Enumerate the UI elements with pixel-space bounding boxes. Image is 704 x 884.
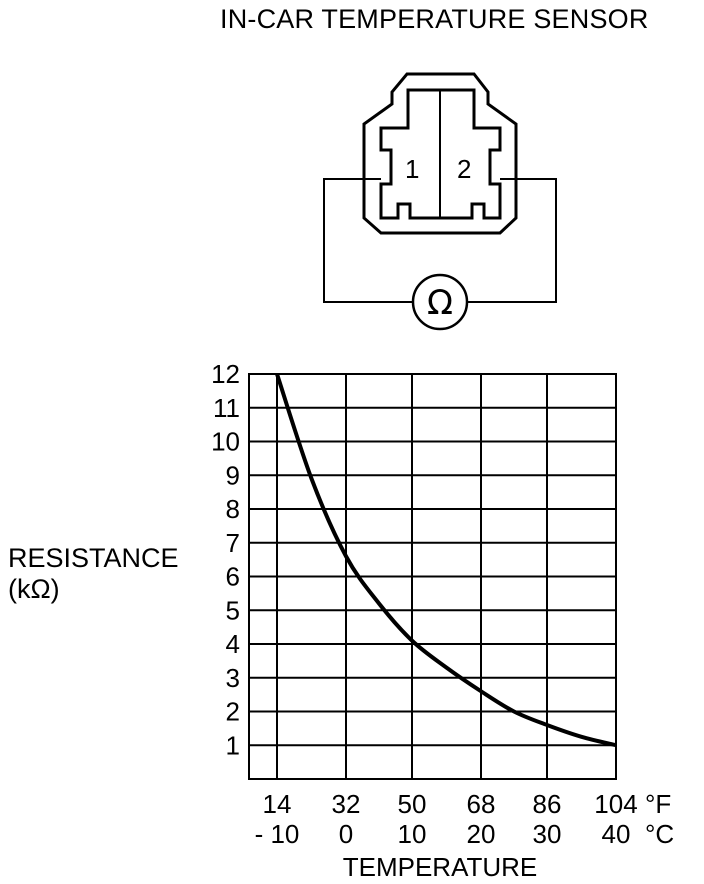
- x-tick-label-f: 86: [533, 789, 562, 819]
- y-tick-label: 8: [226, 494, 240, 524]
- meter-wire-left: [323, 178, 413, 303]
- y-axis-title: RESISTANCE (kΩ): [8, 543, 179, 605]
- y-tick-label: 3: [226, 663, 240, 693]
- y-tick-label: 7: [226, 528, 240, 558]
- x-tick-label-f: 32: [332, 789, 361, 819]
- y-tick-label: 4: [226, 629, 240, 659]
- x-tick-label-c: - 10: [255, 819, 300, 849]
- x-tick-label-c: 0: [339, 819, 353, 849]
- x-unit-c: °C: [645, 819, 674, 849]
- y-tick-label: 5: [226, 595, 240, 625]
- x-tick-label-c: 20: [467, 819, 496, 849]
- ohm-symbol: Ω: [427, 283, 453, 323]
- x-tick-label-c: 40: [602, 819, 631, 849]
- x-tick-label-f: 14: [263, 789, 292, 819]
- pin-1-label: 1: [405, 154, 419, 184]
- y-tick-label: 11: [213, 393, 240, 423]
- resistance-curve: [275, 373, 617, 748]
- x-tick-label-c: 10: [398, 819, 427, 849]
- y-axis-title-line-2: (kΩ): [8, 574, 60, 604]
- x-axis-title: TEMPERATURE: [343, 852, 538, 882]
- y-tick-label: 10: [211, 427, 240, 457]
- y-tick-label: 12: [211, 359, 240, 389]
- x-tick-label-c: 30: [533, 819, 562, 849]
- x-tick-label-f: 104: [594, 789, 637, 819]
- y-tick-label: 9: [226, 460, 240, 490]
- ohmmeter-icon: [411, 273, 469, 331]
- diagram-title: IN-CAR TEMPERATURE SENSOR: [220, 4, 649, 34]
- x-unit-f: °F: [645, 789, 671, 819]
- y-tick-label: 2: [226, 697, 240, 727]
- y-tick-label: 6: [226, 562, 240, 592]
- meter-wire-right: [467, 178, 557, 303]
- connector-inner-outline: [379, 88, 502, 220]
- x-tick-label-f: 68: [467, 789, 496, 819]
- connector-outer-shell: [362, 72, 518, 235]
- y-tick-label: 1: [226, 730, 240, 760]
- pin-2-label: 2: [457, 154, 471, 184]
- y-axis-title-line-1: RESISTANCE: [8, 543, 179, 573]
- x-tick-label-f: 50: [398, 789, 427, 819]
